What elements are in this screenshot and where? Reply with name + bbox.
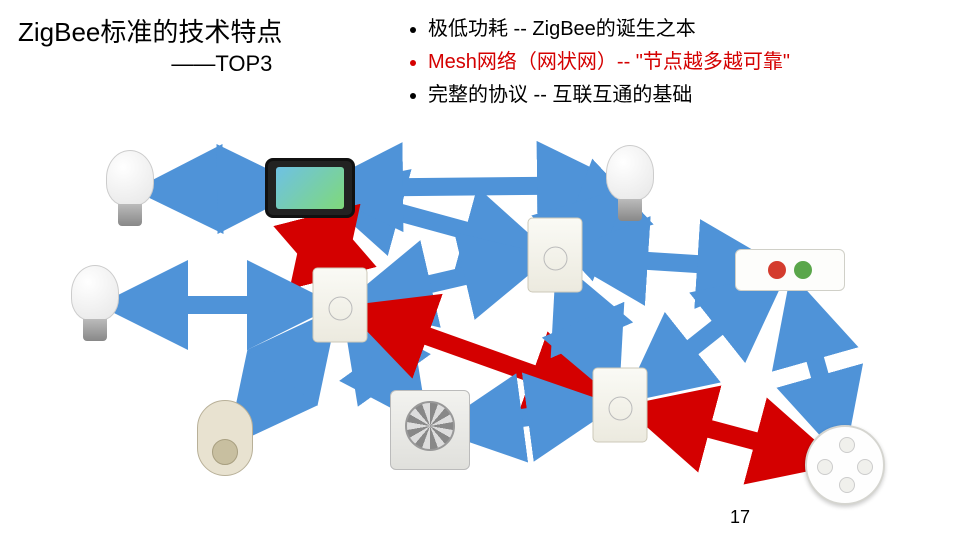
edge-outlet3-remote: [666, 417, 798, 452]
edge-bulb1-hub: [178, 189, 262, 190]
edge-outlet1-ac: [368, 344, 402, 391]
edge-outlet2-bulb3: [590, 218, 595, 222]
edge-outlet1-outlet2: [387, 266, 508, 294]
node-outlet2: [528, 218, 583, 293]
node-remote: [805, 425, 885, 505]
edge-hub-outlet2: [356, 201, 508, 243]
title-sub: ——TOP3: [18, 51, 282, 77]
node-outlet3: [593, 368, 648, 443]
node-bulb3: [600, 145, 660, 225]
edge-outlet3-thermo: [658, 300, 753, 375]
outlet-icon: [313, 268, 368, 343]
edge-hub-outlet1: [322, 234, 328, 258]
edge-ac-outlet3: [478, 411, 573, 423]
mesh-diagram: [0, 130, 960, 530]
page-number: 17: [730, 507, 750, 528]
edge-outlet2-outlet3: [574, 299, 601, 361]
outlet-icon: [593, 368, 648, 443]
outlet-icon: [528, 218, 583, 293]
node-thermo: [735, 249, 845, 291]
hub-icon: [265, 158, 355, 218]
node-bulb2: [65, 265, 125, 345]
thermostat-icon: [735, 249, 845, 291]
title-main: ZigBee标准的技术特点: [18, 12, 282, 49]
bulb-icon: [100, 150, 160, 230]
hvac-icon: [390, 390, 470, 470]
node-hub: [265, 158, 355, 218]
node-outlet1: [313, 268, 368, 343]
node-ac: [390, 390, 470, 470]
edge-outlet1-outlet3: [385, 321, 575, 389]
title-block: ZigBee标准的技术特点 ——TOP3: [18, 12, 282, 77]
edge-lock-outlet1: [255, 343, 310, 413]
lock-icon: [190, 400, 260, 500]
node-lock: [190, 400, 260, 500]
bullet-item-0: 极低功耗 -- ZigBee的诞生之本: [428, 12, 790, 41]
bullet-item-2: 完整的协议 -- 互联互通的基础: [428, 78, 790, 107]
edge-outlet2-thermo: [603, 258, 742, 267]
bulb-icon: [600, 145, 660, 225]
node-bulb1: [100, 150, 160, 230]
bulb-icon: [65, 265, 125, 345]
edge-thermo-remote: [803, 316, 832, 419]
edge-hub-bulb3: [358, 185, 582, 187]
remote-icon: [805, 425, 885, 505]
bullet-item-1: Mesh网络（网状网）-- "节点越多越可靠": [428, 45, 790, 74]
bullet-list: 极低功耗 -- ZigBee的诞生之本 Mesh网络（网状网）-- "节点越多越可…: [400, 12, 790, 111]
